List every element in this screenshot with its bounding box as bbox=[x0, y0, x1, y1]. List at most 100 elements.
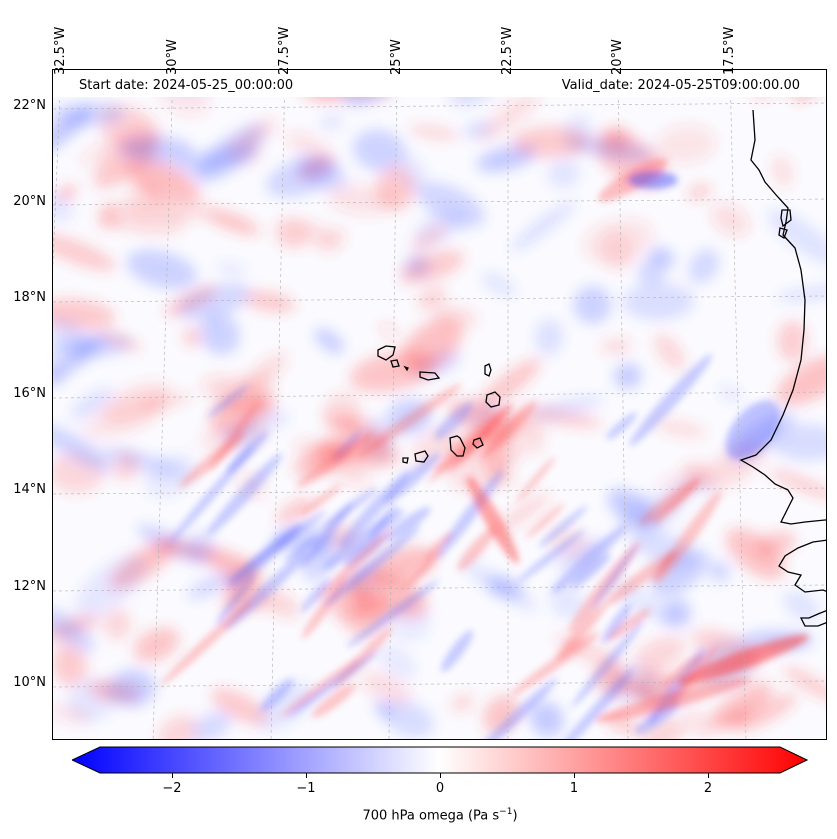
omega-blob bbox=[75, 554, 146, 618]
omega-blob bbox=[178, 283, 252, 320]
omega-streak bbox=[639, 478, 700, 525]
omega-streak bbox=[433, 403, 514, 474]
omega-blob bbox=[783, 590, 820, 621]
omega-blob bbox=[53, 335, 106, 384]
omega-blob bbox=[53, 703, 93, 724]
omega-streak bbox=[160, 600, 253, 686]
omega-blob bbox=[187, 571, 238, 600]
omega-blob bbox=[152, 540, 222, 560]
omega-blob bbox=[245, 352, 288, 390]
omega-blob bbox=[349, 351, 436, 392]
omega-blob bbox=[360, 671, 412, 704]
omega-blob bbox=[605, 716, 642, 735]
omega-blob bbox=[494, 492, 552, 534]
omega-blob bbox=[777, 320, 808, 362]
omega-blob bbox=[319, 112, 344, 132]
omega-blob bbox=[719, 710, 750, 730]
omega-streak bbox=[385, 506, 431, 541]
omega-blob bbox=[687, 184, 711, 200]
longitude-gridline bbox=[152, 70, 174, 739]
omega-streak bbox=[284, 534, 319, 563]
omega-blob bbox=[53, 101, 126, 126]
omega-blob bbox=[688, 249, 719, 284]
omega-blob bbox=[122, 157, 200, 203]
omega-feature bbox=[725, 400, 781, 460]
omega-blob bbox=[614, 363, 642, 389]
omega-blob bbox=[377, 644, 417, 680]
cb-tick-label: −2 bbox=[162, 781, 182, 796]
omega-streak bbox=[169, 445, 254, 544]
omega-blob bbox=[324, 412, 359, 438]
cb-tick-label: 0 bbox=[435, 781, 445, 796]
lat-label-14n: 14°N bbox=[13, 482, 46, 497]
omega-field-map bbox=[53, 70, 826, 739]
omega-blob bbox=[202, 208, 261, 235]
omega-blob bbox=[767, 209, 826, 265]
lon-label-25w: 25°W bbox=[389, 39, 404, 75]
omega-streak bbox=[571, 621, 644, 708]
longitude-gridline bbox=[388, 70, 398, 739]
omega-blob bbox=[534, 318, 564, 356]
omega-streak bbox=[206, 452, 283, 536]
omega-blob bbox=[462, 120, 494, 139]
omega-blob bbox=[546, 158, 581, 188]
omega-streak bbox=[551, 524, 627, 594]
omega-blob bbox=[97, 330, 143, 351]
omega-blob bbox=[77, 121, 147, 166]
omega-streak bbox=[511, 631, 601, 696]
omega-blob bbox=[663, 599, 691, 628]
omega-blob bbox=[783, 666, 826, 703]
cb-tick-label: 2 bbox=[703, 781, 713, 796]
map-panel: Start date: 2024-05-25_00:00:00 Valid_da… bbox=[52, 69, 827, 740]
omega-streak bbox=[207, 384, 249, 418]
omega-streak bbox=[279, 658, 359, 718]
omega-streak bbox=[555, 667, 635, 739]
omega-blob bbox=[70, 387, 114, 420]
omega-blob bbox=[382, 699, 434, 738]
colorbar-label-unit-exponent: −1 bbox=[499, 807, 513, 817]
lon-label-30w: 30°W bbox=[165, 39, 180, 75]
omega-blob bbox=[109, 669, 156, 707]
omega-blob bbox=[353, 129, 407, 172]
omega-blob bbox=[285, 131, 331, 160]
omega-blob bbox=[276, 497, 312, 524]
omega-blob bbox=[53, 424, 113, 472]
omega-streak bbox=[300, 578, 331, 613]
omega-blob bbox=[655, 124, 717, 165]
omega-blob bbox=[511, 126, 589, 158]
omega-blob bbox=[530, 396, 604, 419]
omega-blob bbox=[199, 313, 240, 355]
omega-blob bbox=[637, 258, 666, 286]
omega-streak bbox=[606, 412, 638, 440]
omega-blob bbox=[399, 250, 465, 284]
omega-blob bbox=[653, 333, 686, 371]
omega-blob bbox=[314, 328, 344, 354]
colorbar-label: 700 hPa omega (Pa s−1) bbox=[0, 807, 837, 823]
omega-field-streaks bbox=[160, 158, 809, 739]
omega-blob bbox=[275, 217, 310, 249]
cb-tick-label: −1 bbox=[296, 781, 316, 796]
omega-blob bbox=[53, 191, 74, 223]
omega-feature bbox=[467, 476, 519, 564]
omega-streak bbox=[601, 603, 632, 644]
omega-blob bbox=[684, 707, 713, 739]
omega-streak bbox=[296, 432, 374, 488]
omega-streak bbox=[260, 678, 294, 712]
lat-label-22n: 22°N bbox=[13, 98, 46, 113]
omega-streak bbox=[481, 400, 537, 459]
date-header-strip: Start date: 2024-05-25_00:00:00 Valid_da… bbox=[53, 70, 826, 97]
lon-label-27-5w: 27.5°W bbox=[277, 26, 292, 75]
omega-blob bbox=[53, 233, 116, 271]
cape-verde-islands bbox=[377, 345, 501, 464]
omega-blob bbox=[82, 397, 165, 440]
lon-label-22-5w: 22.5°W bbox=[500, 26, 515, 75]
omega-blob bbox=[317, 228, 347, 248]
omega-blob bbox=[708, 560, 731, 583]
omega-blob bbox=[190, 711, 232, 739]
omega-blob bbox=[771, 423, 826, 461]
omega-streak bbox=[215, 573, 257, 626]
omega-blob bbox=[234, 117, 278, 151]
omega-feature bbox=[628, 171, 678, 189]
omega-blob bbox=[430, 304, 479, 328]
omega-streak bbox=[525, 503, 565, 539]
